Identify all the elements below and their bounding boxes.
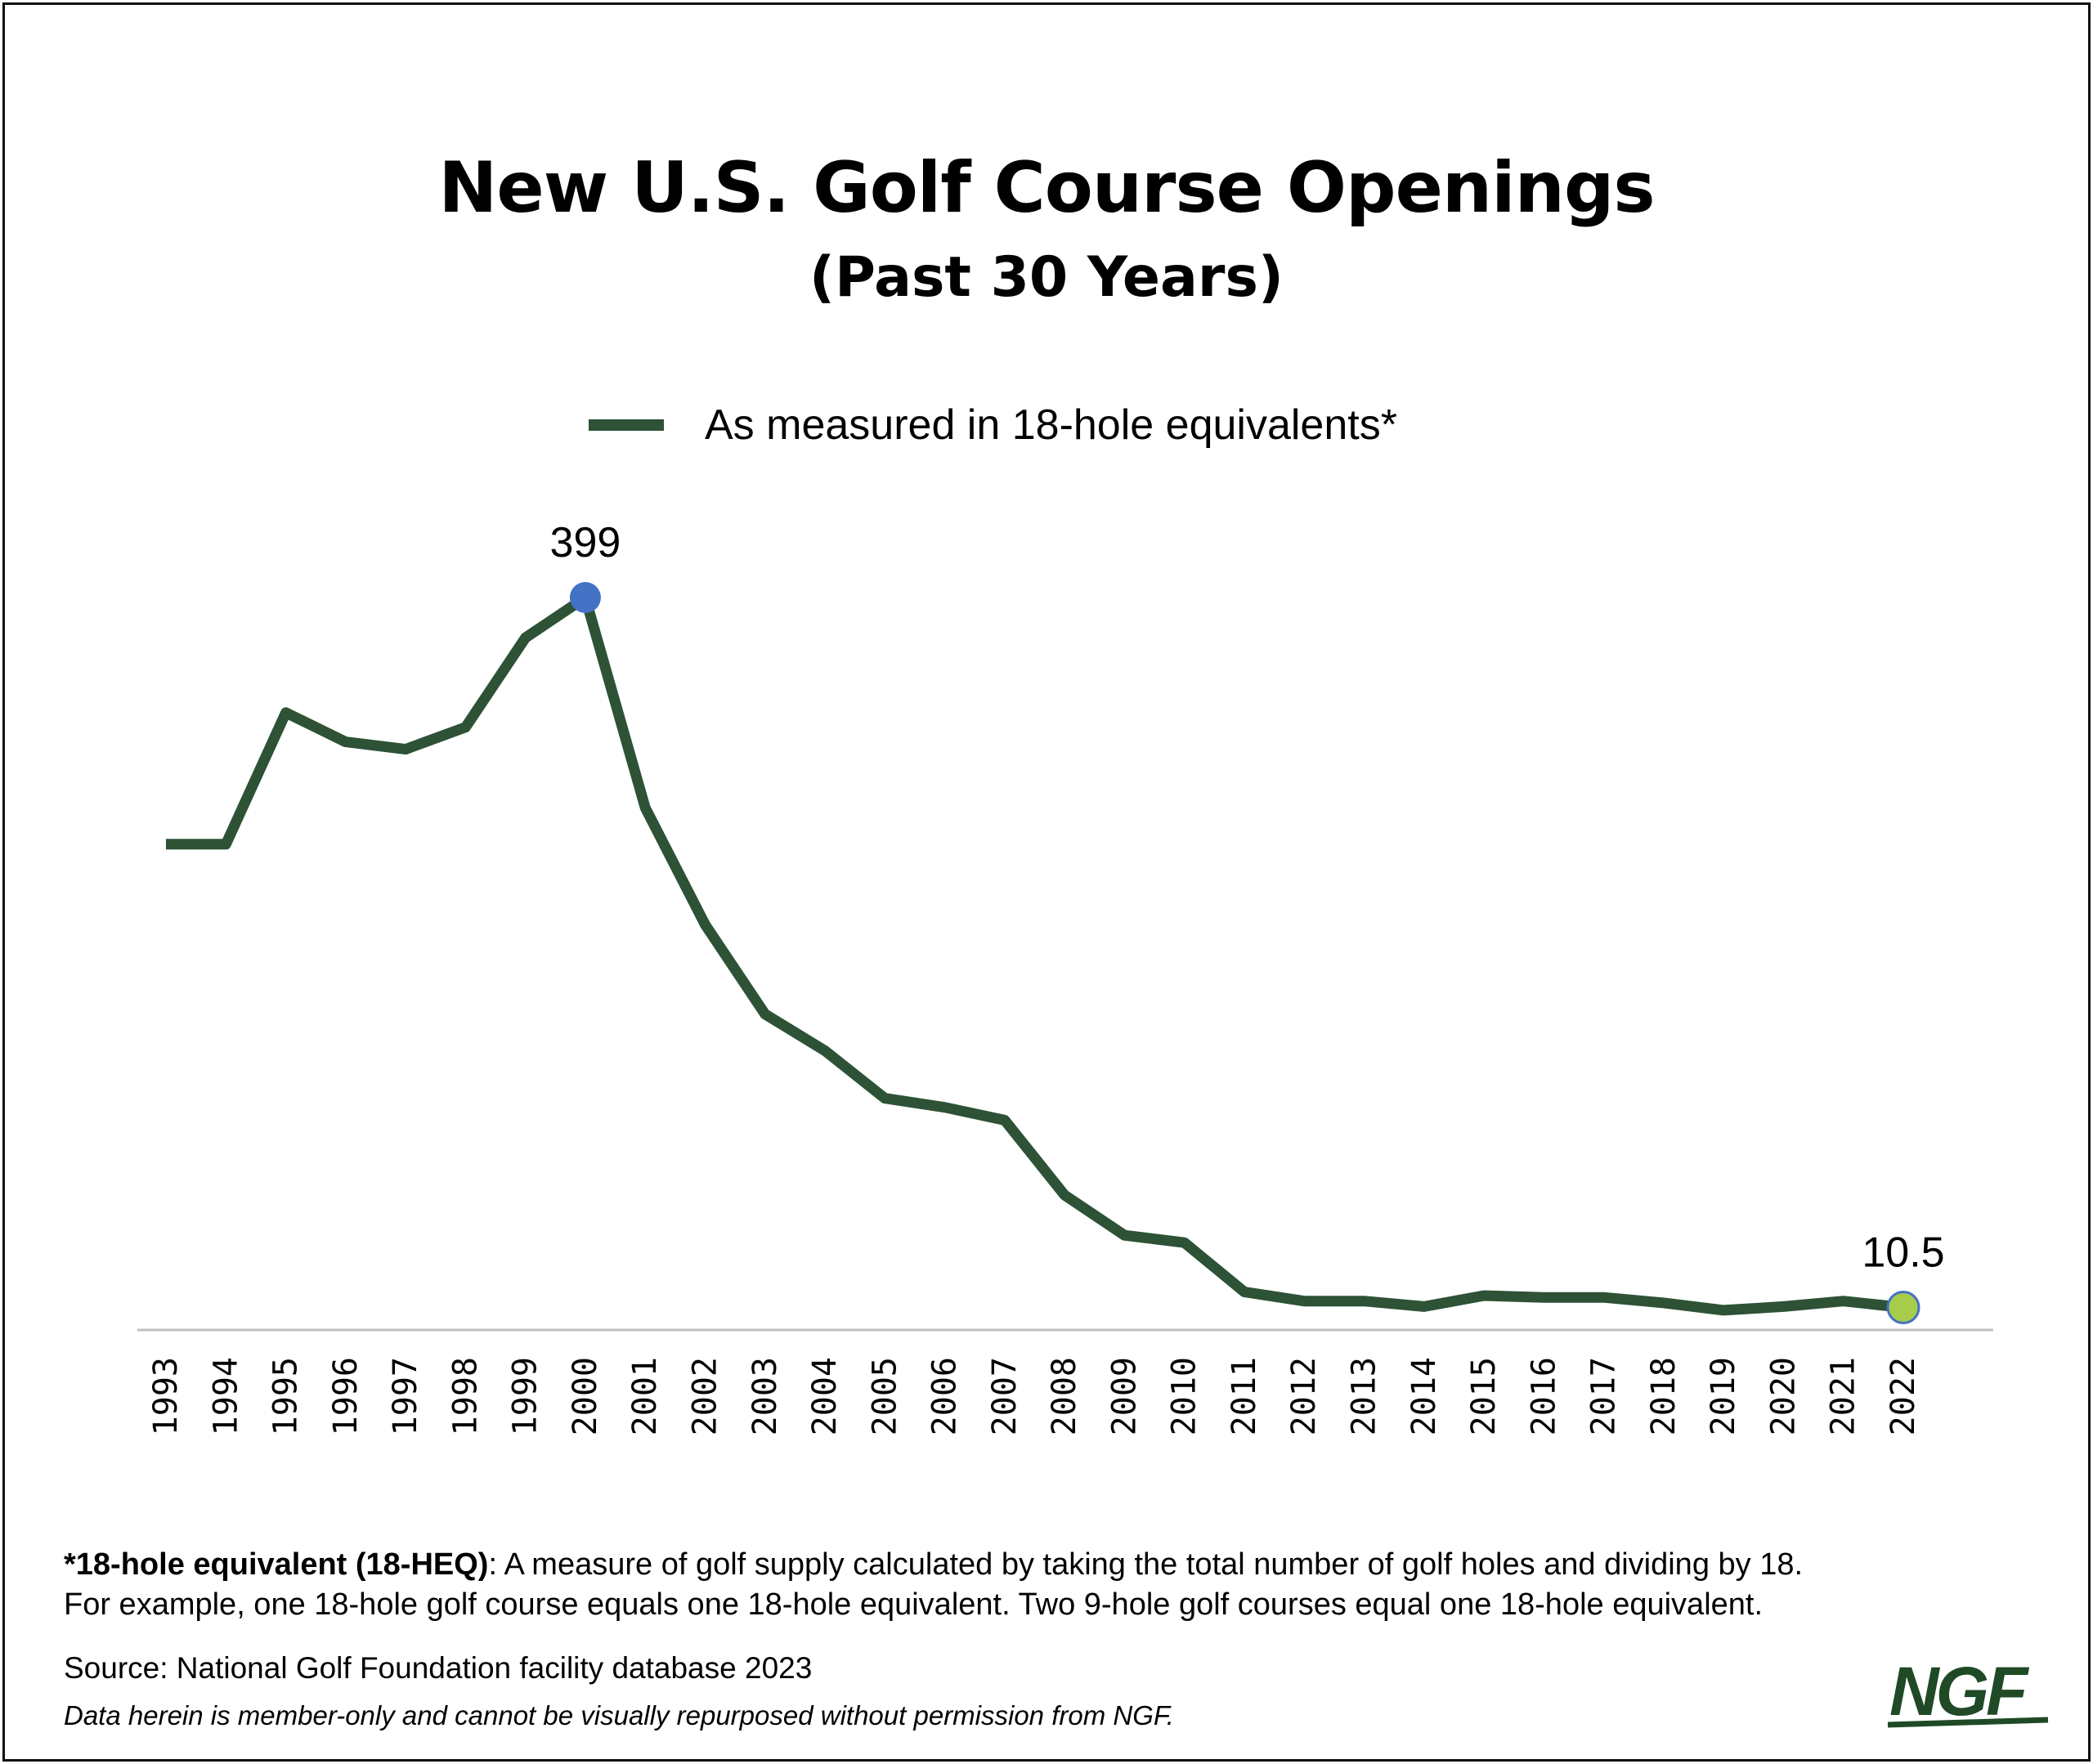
peak-marker xyxy=(569,582,601,613)
ngf-logo-underline xyxy=(1887,1717,2049,1728)
x-tick-label: 2003 xyxy=(746,1357,784,1435)
x-tick-label: 2014 xyxy=(1405,1357,1443,1435)
x-tick-label: 2008 xyxy=(1046,1357,1083,1435)
data-point xyxy=(222,841,229,848)
data-point xyxy=(1481,1292,1487,1299)
data-point xyxy=(1181,1239,1188,1246)
end-marker xyxy=(1886,1291,1920,1325)
data-point xyxy=(822,1047,828,1054)
ngf-logo-text: NGF xyxy=(1889,1653,2030,1730)
series-line xyxy=(166,592,1904,1316)
data-point xyxy=(1361,1298,1368,1305)
legend: As measured in 18-hole equivalents* xyxy=(589,399,1397,451)
x-tick-label: 2016 xyxy=(1525,1357,1562,1435)
x-tick-label: 2017 xyxy=(1585,1357,1623,1435)
data-point xyxy=(163,841,169,848)
data-point xyxy=(402,746,409,753)
data-point xyxy=(942,1104,948,1111)
data-point xyxy=(1601,1294,1607,1301)
x-tick-label: 2007 xyxy=(986,1357,1024,1435)
x-tick-label: 2002 xyxy=(686,1357,724,1435)
x-tick-label: 2015 xyxy=(1465,1357,1503,1435)
data-point xyxy=(462,724,468,731)
data-point xyxy=(1301,1298,1307,1305)
data-label: 10.5 xyxy=(1862,1229,1944,1277)
data-point xyxy=(701,921,708,928)
x-tick-label: 2004 xyxy=(806,1357,844,1435)
data-point xyxy=(1241,1289,1248,1296)
legend-swatch xyxy=(589,419,664,431)
data-point xyxy=(1061,1192,1068,1198)
ngf-logo: NGF xyxy=(1887,1653,2049,1730)
x-tick-label: 1999 xyxy=(507,1357,545,1435)
footnote-term: *18-hole equivalent (18-HEQ) xyxy=(64,1547,489,1582)
x-tick-label: 2012 xyxy=(1285,1357,1323,1435)
x-tick-label: 2013 xyxy=(1346,1357,1383,1435)
x-tick-label: 2020 xyxy=(1764,1357,1802,1435)
data-point xyxy=(1002,1117,1008,1123)
x-tick-label: 2022 xyxy=(1885,1357,1922,1435)
data-point xyxy=(1661,1300,1667,1306)
x-tick-label: 2001 xyxy=(626,1357,664,1435)
data-point xyxy=(1540,1294,1547,1301)
footnote: *18-hole equivalent (18-HEQ): A measure … xyxy=(64,1545,2042,1625)
x-tick-label: 2005 xyxy=(866,1357,903,1435)
source-note: Source: National Golf Foundation facilit… xyxy=(64,1651,813,1685)
data-point xyxy=(343,739,349,745)
disclaimer: Data herein is member-only and cannot be… xyxy=(64,1700,1174,1730)
x-tick-label: 1996 xyxy=(327,1357,365,1435)
data-label: 399 xyxy=(550,519,621,566)
data-point xyxy=(1720,1307,1727,1314)
data-point xyxy=(1840,1298,1847,1305)
data-point xyxy=(642,804,648,811)
data-point xyxy=(1780,1303,1786,1310)
data-point xyxy=(762,1011,769,1018)
x-tick-label: 2019 xyxy=(1705,1357,1742,1435)
x-tick-label: 1997 xyxy=(387,1357,424,1435)
x-tick-label: 2009 xyxy=(1105,1357,1143,1435)
chart-subtitle: (Past 30 Years) xyxy=(809,245,1284,310)
x-tick-label: 2018 xyxy=(1645,1357,1683,1435)
x-tick-label: 2006 xyxy=(926,1357,964,1435)
x-tick-label: 2010 xyxy=(1166,1357,1203,1435)
x-tick-label: 1998 xyxy=(446,1357,484,1435)
data-point xyxy=(522,634,529,641)
data-point xyxy=(1121,1232,1127,1238)
x-tick-label: 1995 xyxy=(267,1357,305,1435)
x-tick-label: 1993 xyxy=(147,1357,185,1435)
data-point xyxy=(283,710,289,716)
x-tick-label: 2011 xyxy=(1226,1357,1263,1435)
data-point xyxy=(881,1095,888,1102)
data-point xyxy=(1421,1303,1427,1310)
x-tick-label: 1994 xyxy=(207,1357,244,1435)
footnote-line1: : A measure of golf supply calculated by… xyxy=(488,1547,1804,1582)
legend-label: As measured in 18-hole equivalents* xyxy=(705,401,1397,449)
chart-title: New U.S. Golf Course Openings xyxy=(438,147,1655,229)
footnote-line2: For example, one 18-hole golf course equ… xyxy=(64,1587,1764,1622)
x-tick-label: 2000 xyxy=(567,1357,604,1435)
x-tick-label: 2021 xyxy=(1825,1357,1862,1435)
